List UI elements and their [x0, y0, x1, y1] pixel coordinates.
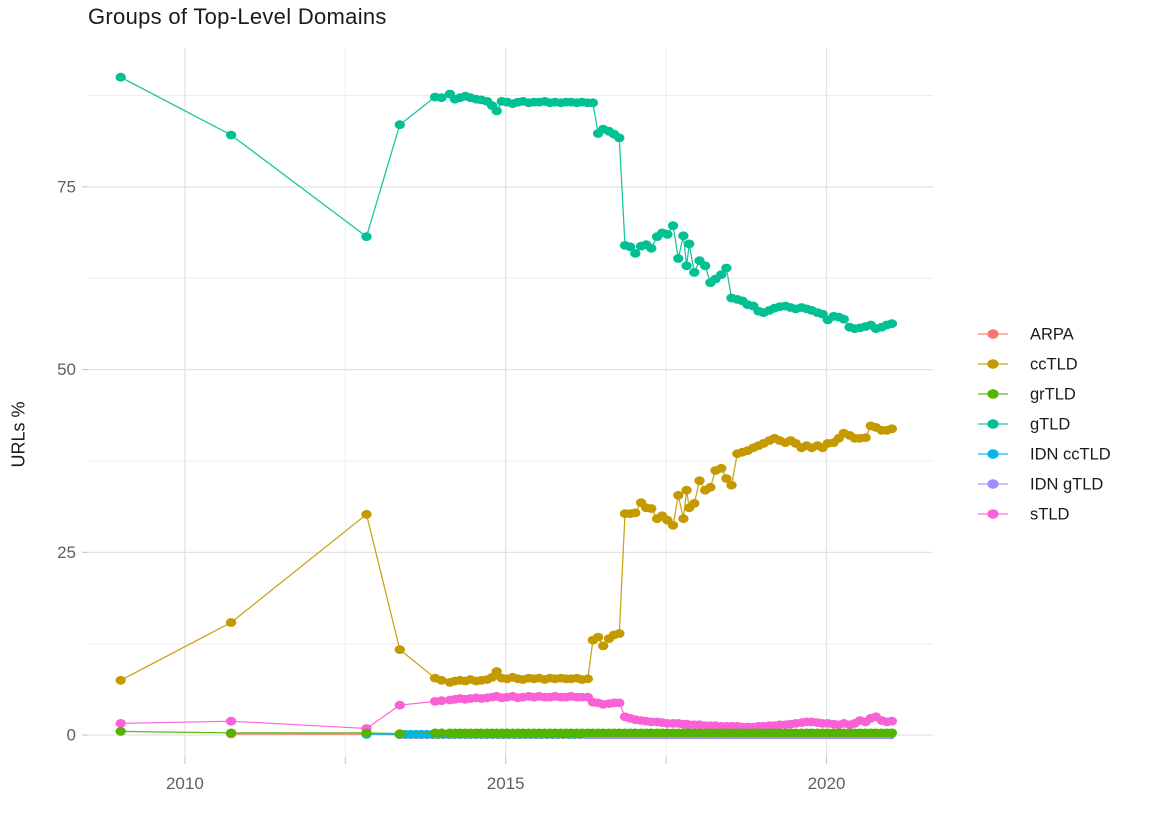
- series-point-sTLD: [225, 716, 237, 726]
- series-point-grTLD: [115, 727, 126, 736]
- legend-key-dot-ccTLD: [987, 359, 999, 369]
- legend-key-dot-IDN-gTLD: [987, 479, 999, 489]
- series-point-ccTLD: [705, 482, 716, 492]
- x-tick-label: 2010: [166, 774, 204, 793]
- legend-key-dot-IDN-ccTLD: [987, 449, 999, 459]
- series-point-ccTLD: [886, 424, 898, 434]
- y-tick-label: 25: [57, 543, 76, 562]
- series-point-gTLD: [225, 130, 237, 140]
- y-tick-label: 0: [67, 726, 76, 745]
- legend-key-dot-ARPA: [987, 329, 999, 339]
- series-point-ccTLD: [678, 514, 689, 524]
- series-point-gTLD: [689, 268, 700, 277]
- series-point-ccTLD: [436, 675, 447, 685]
- y-tick-label: 75: [57, 177, 76, 196]
- series-point-ccTLD: [646, 504, 657, 513]
- series-point-gTLD: [361, 232, 372, 242]
- series-point-gTLD: [587, 98, 599, 108]
- x-tick-label: 2020: [808, 774, 846, 793]
- chart-title: Groups of Top-Level Domains: [88, 4, 387, 29]
- series-point-ccTLD: [115, 675, 126, 685]
- legend-label-IDN-gTLD: IDN gTLD: [1030, 476, 1103, 494]
- series-point-gTLD: [667, 221, 679, 231]
- series-point-ccTLD: [694, 476, 705, 486]
- series-point-ccTLD: [361, 509, 372, 519]
- series-point-gTLD: [630, 249, 641, 258]
- series-point-ccTLD: [614, 629, 625, 638]
- series-point-gTLD: [681, 261, 692, 271]
- legend-label-IDN-ccTLD: IDN ccTLD: [1030, 446, 1111, 464]
- series-point-gTLD: [700, 261, 711, 271]
- series-point-ccTLD: [673, 490, 684, 500]
- series-point-gTLD: [115, 72, 126, 82]
- series-point-ccTLD: [491, 667, 502, 676]
- series-point-gTLD: [886, 319, 898, 328]
- legend-key-dot-sTLD: [987, 509, 999, 519]
- series-point-ccTLD: [860, 433, 871, 442]
- series-point-gTLD: [716, 270, 727, 279]
- series-point-ccTLD: [726, 480, 737, 490]
- series-point-grTLD: [436, 728, 447, 738]
- series-point-gTLD: [625, 242, 636, 252]
- series-point-ccTLD: [721, 474, 732, 483]
- series-point-sTLD: [886, 716, 898, 726]
- series-point-ccTLD: [667, 520, 679, 530]
- series-point-ccTLD: [630, 508, 641, 518]
- series-point-gTLD: [436, 93, 447, 103]
- series-point-gTLD: [678, 231, 689, 241]
- series-point-ccTLD: [394, 645, 405, 654]
- series-point-sTLD: [436, 696, 447, 706]
- legend-label-gTLD: gTLD: [1030, 416, 1070, 434]
- series-point-grTLD: [361, 728, 372, 738]
- series-point-grTLD: [225, 728, 237, 738]
- series-point-gTLD: [838, 314, 849, 324]
- series-point-ccTLD: [598, 641, 609, 651]
- legend-label-ccTLD: ccTLD: [1030, 356, 1078, 374]
- series-point-gTLD: [614, 133, 625, 143]
- series-point-gTLD: [646, 243, 657, 253]
- series-point-sTLD: [614, 698, 625, 708]
- series-point-ccTLD: [225, 618, 237, 627]
- y-tick-label: 50: [57, 360, 76, 379]
- series-point-gTLD: [394, 120, 405, 130]
- series-point-gTLD: [721, 263, 732, 273]
- legend-label-grTLD: grTLD: [1030, 386, 1076, 404]
- legend-label-sTLD: sTLD: [1030, 506, 1070, 524]
- legend-label-ARPA: ARPA: [1030, 326, 1074, 344]
- series-line-gTLD: [120, 76, 893, 330]
- legend-key-dot-grTLD: [987, 389, 999, 399]
- series-point-ccTLD: [582, 674, 593, 684]
- series-point-ccTLD: [681, 485, 692, 495]
- series-point-grTLD: [886, 728, 898, 738]
- series-point-grTLD: [394, 729, 405, 738]
- series-point-sTLD: [115, 719, 126, 728]
- series-point-gTLD: [662, 230, 673, 239]
- series-point-ccTLD: [716, 463, 727, 473]
- series-point-ccTLD: [689, 499, 700, 508]
- x-tick-label: 2015: [487, 774, 525, 793]
- series-point-sTLD: [394, 700, 405, 710]
- legend-key-dot-gTLD: [987, 419, 999, 429]
- series-point-gTLD: [491, 106, 502, 116]
- series-point-gTLD: [673, 254, 684, 263]
- series-point-ccTLD: [592, 632, 604, 642]
- series-point-gTLD: [684, 239, 695, 249]
